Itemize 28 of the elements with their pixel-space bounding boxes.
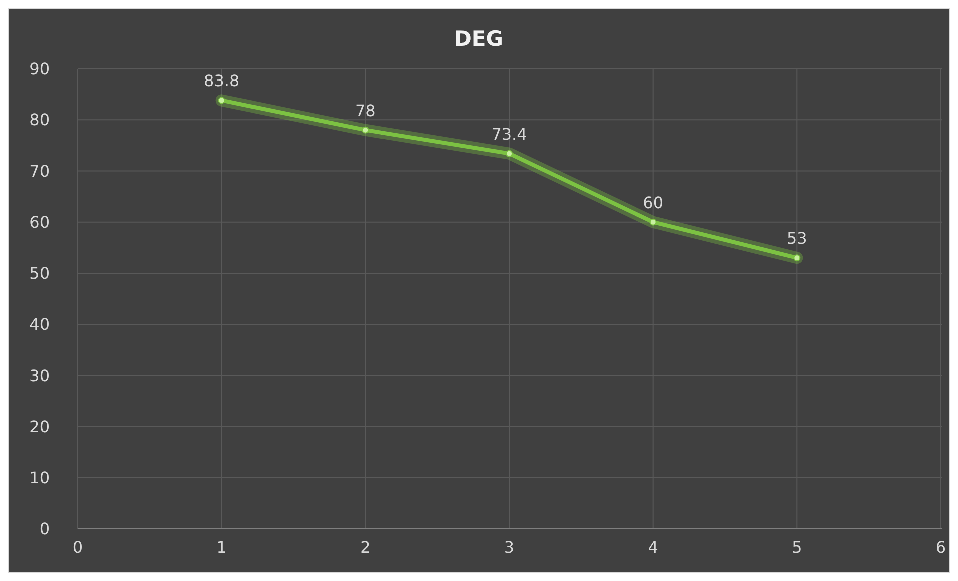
data-label: 83.8 — [204, 72, 240, 91]
y-tick-label: 60 — [30, 212, 50, 232]
data-label: 73.4 — [492, 124, 528, 144]
point — [794, 254, 801, 262]
data-label: 78 — [355, 101, 376, 120]
x-tick-label: 0 — [72, 538, 84, 557]
chart-title: DEG — [454, 27, 504, 51]
y-tick-label: 70 — [30, 162, 50, 181]
y-tick-label: 40 — [30, 315, 50, 334]
x-tick-label: 6 — [936, 538, 946, 557]
point — [506, 150, 513, 158]
y-tick-label: 90 — [30, 60, 50, 79]
y-tick-label: 20 — [30, 417, 50, 436]
point — [218, 97, 226, 104]
point — [650, 218, 657, 226]
y-tick-label: 50 — [30, 264, 50, 284]
y-tick-label: 80 — [30, 110, 50, 130]
x-tick-label: 3 — [504, 538, 515, 557]
y-tick-label: 10 — [30, 468, 50, 488]
x-tick-label: 5 — [792, 538, 802, 557]
x-tick-label: 2 — [360, 538, 371, 557]
y-tick-label: 0 — [40, 520, 50, 539]
y-tick-label: 30 — [30, 366, 50, 386]
data-label: 60 — [643, 193, 664, 212]
data-label: 53 — [786, 229, 808, 248]
x-tick-label: 4 — [648, 538, 658, 557]
point — [362, 126, 370, 134]
x-tick-label: 1 — [216, 538, 227, 557]
